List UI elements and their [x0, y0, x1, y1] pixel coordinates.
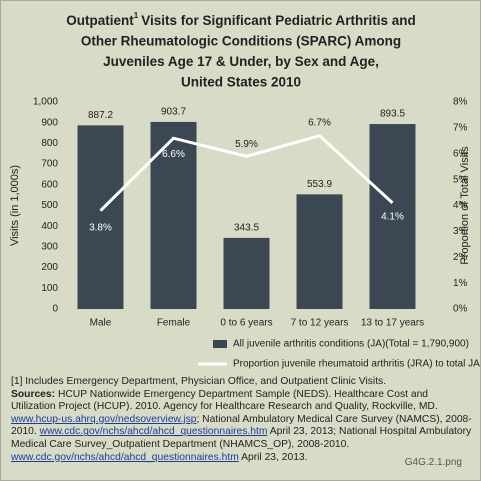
title-superscript: 1	[134, 11, 139, 20]
bar	[369, 124, 416, 309]
line-value-label: 6.6%	[162, 149, 185, 160]
source-link[interactable]: www.cdc.gov/nchs/ahcd/ahcd_questionnaire…	[39, 426, 268, 438]
line	[99, 133, 394, 212]
bar-value-label: 553.9	[307, 179, 332, 190]
footnote: [1] Includes Emergency Department, Physi…	[11, 376, 387, 387]
x-tick-label: 7 to 12 years	[291, 318, 349, 329]
line-value-label: 3.8%	[89, 222, 112, 233]
sources: Sources: HCUP Nationwide Emergency Depar…	[11, 389, 473, 465]
bar	[77, 125, 124, 309]
title-line: Visits for Significant Pediatric Arthrit…	[141, 13, 416, 28]
sources-label: Sources:	[11, 388, 56, 400]
y2-tick-label: 2%	[453, 252, 468, 263]
y2-tick-label: 3%	[453, 226, 468, 237]
y-tick-label: 700	[41, 159, 58, 170]
bar-value-label: 887.2	[88, 110, 113, 121]
y-tick-label: 300	[41, 242, 58, 253]
y2-axis-label: Proportion of Total Visits	[459, 146, 471, 265]
notes: [1] Includes Emergency Department, Physi…	[11, 376, 473, 464]
y-tick-label: 600	[41, 179, 58, 190]
title-line: Other Rheumatologic Conditions (SPARC) A…	[81, 33, 401, 48]
y2-tick-label: 6%	[453, 148, 468, 159]
legend-label: Proportion juvenile rheumatoid arthritis…	[233, 359, 480, 370]
y2-tick-label: 8%	[453, 97, 468, 108]
title-line: United States 2010	[181, 74, 301, 89]
y-axis-label: Visits (in 1,000s)	[9, 165, 21, 246]
y-tick-label: 200	[41, 262, 58, 273]
y2-tick-label: 5%	[453, 174, 468, 185]
x-tick-label: 13 to 17 years	[361, 318, 424, 329]
legend-label: All juvenile arthritis conditions (JA)(T…	[233, 339, 469, 350]
figure-id: G4G.2.1.png	[404, 457, 462, 468]
source-text: HCUP Nationwide Emergency Department Sam…	[11, 388, 438, 413]
x-tick-label: Female	[157, 318, 191, 329]
y-tick-label: 400	[41, 221, 58, 232]
line-value-label: 5.9%	[235, 139, 258, 150]
y-tick-label: 100	[41, 283, 58, 294]
source-text: April 23, 2013; National Hospital Ambula…	[11, 426, 472, 450]
x-tick-label: 0 to 6 years	[220, 318, 272, 329]
line-value-label: 4.1%	[381, 212, 404, 223]
y2-tick-label: 7%	[453, 123, 468, 134]
bar-value-label: 903.7	[161, 107, 186, 118]
y-tick-label: 800	[41, 138, 58, 149]
y-tick-label: 900	[41, 117, 58, 128]
y-tick-label: 0	[52, 304, 58, 315]
bar-value-label: 343.5	[234, 223, 259, 234]
bar-value-label: 893.5	[380, 109, 405, 120]
y-tick-label: 500	[41, 200, 58, 211]
chart-title: Outpatient1 Visits for Significant Pediat…	[66, 11, 416, 89]
y2-tick-label: 0%	[453, 304, 468, 315]
source-link[interactable]: www.hcup-us.ahrq.gov/nedsoverview.jsp	[11, 413, 197, 425]
y2-tick-label: 1%	[453, 278, 468, 289]
bar	[296, 194, 343, 309]
y-tick-label: 1,000	[33, 97, 58, 108]
legend-swatch	[213, 340, 227, 348]
bar	[223, 237, 270, 309]
x-tick-label: Male	[90, 318, 112, 329]
source-text: ; National Ambulatory Medical Care Surve…	[11, 413, 472, 438]
source-link[interactable]: www.cdc.gov/nchs/ahcd/ahcd_questionnaire…	[11, 451, 239, 463]
title-line: Outpatient	[66, 13, 134, 28]
title-line: Juveniles Age 17 & Under, by Sex and Age…	[103, 54, 379, 69]
line-value-label: 6.7%	[308, 117, 331, 128]
chart: Outpatient1 Visits for Significant Pediat…	[9, 11, 480, 370]
source-text: April 23, 2013.	[238, 451, 308, 463]
y2-tick-label: 4%	[453, 200, 468, 211]
